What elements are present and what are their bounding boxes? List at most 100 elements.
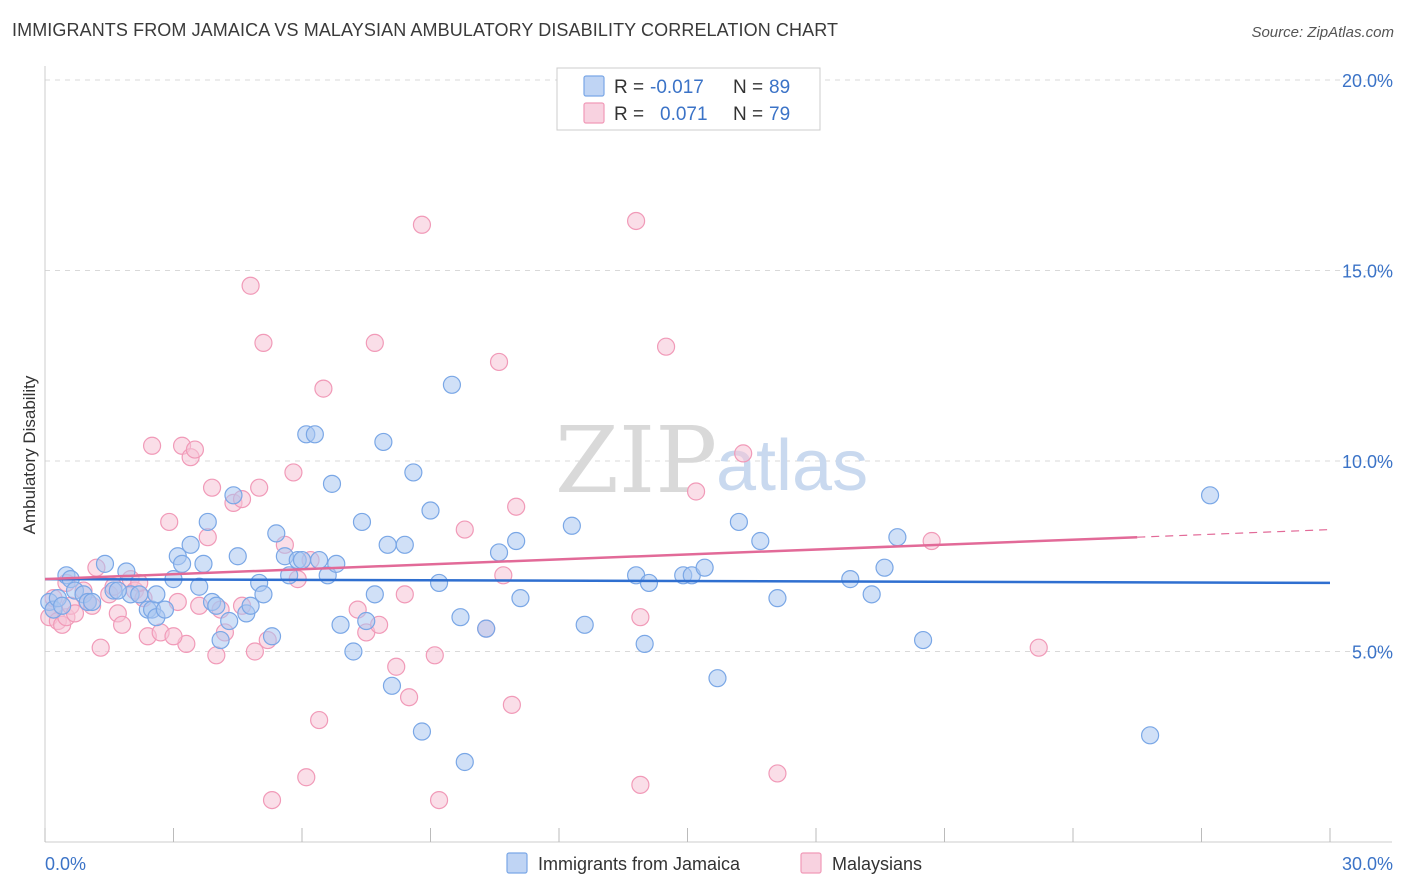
jamaica-point-60 (429, 573, 449, 593)
jamaica-point-71 (635, 634, 654, 653)
jamaica-point-37 (267, 524, 286, 543)
malaysians-point-29 (207, 646, 226, 665)
jamaica-point-28 (211, 630, 230, 650)
watermark-atlas: atlas (716, 426, 868, 506)
legend-n-label-2: N = (733, 104, 763, 125)
bottom-legend-swatch-malaysians (800, 852, 822, 874)
malaysians-point-64 (631, 608, 650, 627)
malaysians-point-58 (489, 352, 509, 372)
jamaica-point-50 (352, 512, 372, 532)
watermark: ZIP atlas (555, 407, 868, 514)
malaysians-point-63 (631, 775, 650, 794)
jamaica-point-77 (729, 512, 749, 532)
malaysians-point-10 (91, 638, 110, 657)
jamaica-point-51 (357, 611, 376, 631)
jamaica-point-52 (365, 585, 384, 604)
malaysians-point-35 (245, 642, 264, 661)
malaysians-point-69 (922, 531, 941, 551)
series-legend: Immigrants from Jamaica Malaysians (506, 852, 922, 874)
y-tick-label-1: 10.0% (1342, 452, 1393, 472)
jamaica-point-68 (562, 516, 581, 535)
malaysians-point-53 (412, 215, 432, 234)
malaysians-point-20 (160, 512, 179, 532)
malaysians-point-18 (142, 436, 162, 455)
jamaica-point-76 (708, 669, 727, 688)
malaysians-point-48 (365, 333, 384, 352)
malaysians-point-34 (241, 276, 260, 295)
malaysians-point-56 (455, 520, 474, 539)
jamaica-point-81 (862, 585, 881, 604)
jamaica-point-69 (575, 615, 594, 634)
legend-r-label-1: R = (614, 77, 644, 98)
jamaica-point-88 (108, 581, 127, 600)
jamaica-point-25 (198, 512, 217, 532)
jamaica-point-59 (421, 501, 440, 520)
malaysians-point-44 (310, 710, 329, 730)
jamaica-point-23 (190, 577, 209, 596)
jamaica-point-21 (172, 554, 192, 573)
jamaica-point-78 (751, 531, 770, 551)
malaysians-point-68 (768, 764, 787, 783)
malaysians-point-60 (502, 695, 521, 714)
jamaica-point-57 (404, 463, 423, 482)
malaysians-point-43 (297, 768, 316, 787)
jamaica-point-67 (511, 589, 530, 608)
malaysians-point-61 (507, 497, 526, 516)
series-malaysians-points (40, 211, 1048, 810)
trend-lines (44, 528, 1331, 585)
malaysians-point-76 (164, 627, 183, 646)
jamaica-point-41 (292, 550, 312, 570)
jamaica-point-49 (344, 642, 363, 661)
malaysians-point-67 (734, 444, 753, 463)
jamaica-point-9 (83, 592, 102, 612)
grid-layer (45, 79, 1392, 652)
jamaica-point-30 (228, 547, 247, 566)
jamaica-point-31 (224, 486, 243, 505)
jamaica-point-22 (181, 535, 200, 554)
jamaica-point-44 (310, 550, 329, 570)
jamaica-point-10 (95, 554, 115, 573)
jamaica-point-35 (254, 585, 273, 604)
jamaica-trend-line (44, 577, 1331, 585)
malaysians-point-54 (425, 646, 444, 665)
legend-n-value-2: 79 (769, 104, 790, 125)
jamaica-point-29 (220, 611, 239, 631)
malaysians-point-37 (254, 333, 273, 352)
jamaica-point-64 (477, 619, 496, 638)
y-axis-title: Ambulatory Disability (20, 375, 39, 534)
jamaica-point-62 (451, 608, 470, 627)
jamaica-point-84 (913, 630, 933, 650)
jamaica-point-33 (241, 596, 260, 615)
malaysians-point-66 (686, 482, 706, 501)
malaysians-point-39 (262, 790, 282, 810)
malaysians-point-51 (395, 585, 414, 604)
x-tick-label-min: 0.0% (45, 854, 86, 874)
legend-swatch-jamaica (583, 75, 605, 97)
legend-r-value-1: -0.017 (650, 77, 704, 98)
jamaica-point-24 (194, 554, 213, 573)
legend-r-value-2: 0.071 (660, 104, 708, 125)
malaysians-trend-line (44, 535, 1138, 581)
axis-layer (44, 66, 1392, 843)
jamaica-point-53 (374, 432, 393, 452)
malaysians-point-52 (399, 688, 419, 707)
jamaica-point-72 (639, 573, 659, 593)
bottom-legend-label-malaysians: Malaysians (832, 854, 922, 874)
legend-r-label-2: R = (614, 104, 644, 125)
malaysians-point-65 (656, 337, 676, 356)
jamaica-point-66 (507, 531, 526, 551)
malaysians-point-45 (314, 379, 333, 398)
malaysians-point-70 (1029, 638, 1048, 657)
jamaica-point-75 (695, 558, 714, 577)
jamaica-point-36 (262, 627, 282, 646)
malaysians-point-25 (185, 440, 205, 459)
jamaica-point-63 (455, 752, 474, 772)
jamaica-point-14 (130, 585, 149, 604)
jamaica-point-80 (841, 570, 860, 589)
malaysians-point-28 (202, 478, 222, 497)
chart-title: IMMIGRANTS FROM JAMAICA VS MALAYSIAN AMB… (12, 20, 839, 40)
chart-source: Source: ZipAtlas.com (1251, 24, 1394, 41)
malaysians-trend-extension (1137, 528, 1331, 538)
